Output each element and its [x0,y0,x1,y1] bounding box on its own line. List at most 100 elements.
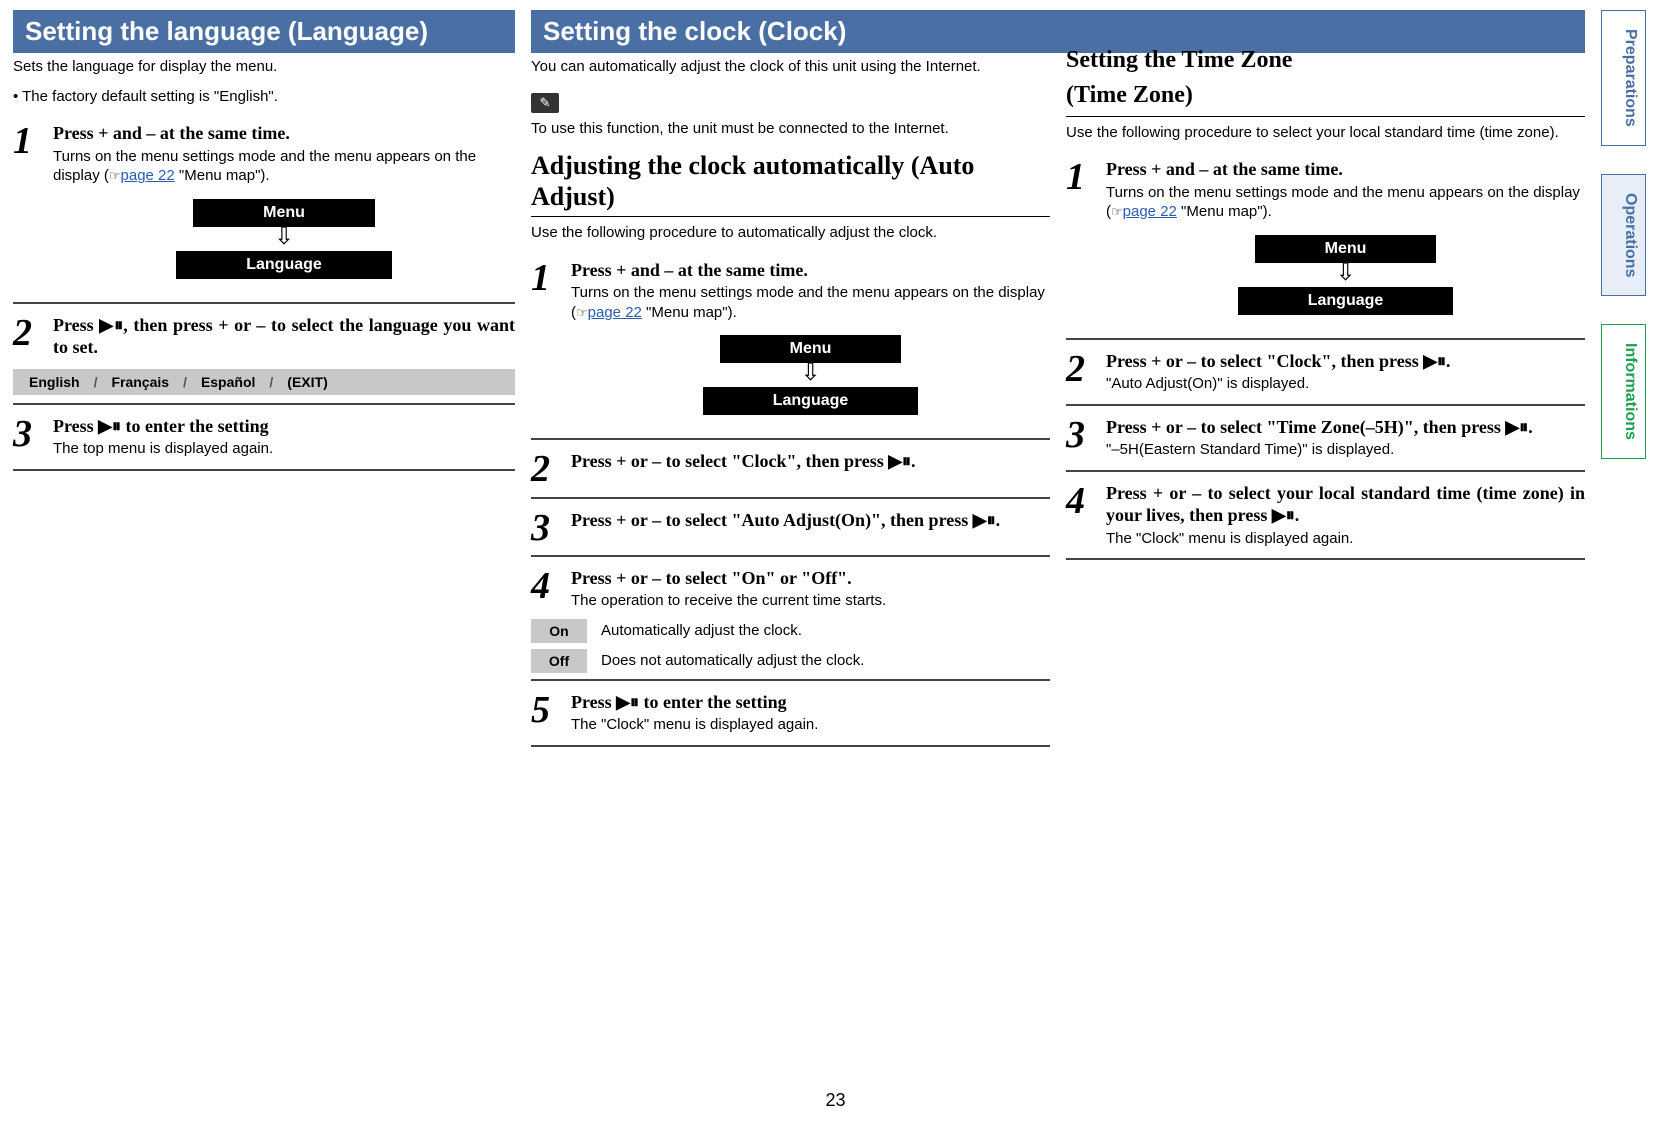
text: "Menu map"). [642,304,737,321]
step-desc: Turns on the menu settings mode and the … [1106,183,1585,222]
tab-operations[interactable]: Operations [1601,174,1646,296]
side-tabs: Preparations Operations Informations [1601,10,1661,487]
step-5: 5 Press ▶⏸ to enter the setting The "Clo… [531,685,1050,747]
step-number: 2 [13,314,53,359]
step-4: 4 Press + or – to select "On" or "Off". … [531,561,1050,613]
page-content: Setting the language (Language) Sets the… [0,0,1671,751]
lang-francais: Français [103,374,177,390]
step-number: 2 [1066,350,1106,394]
note-text: To use this function, the unit must be c… [531,119,1050,139]
step-3: 3 Press + or – to select "Auto Adjust(On… [531,503,1050,557]
step-2: 2 Press + or – to select "Clock", then p… [1066,344,1585,406]
step-2: 2 Press ▶⏸, then press + or – to select … [13,308,515,361]
text: "Menu map"). [1177,203,1272,220]
step-number: 3 [1066,416,1106,460]
header-language: Setting the language (Language) [13,10,515,53]
step-number: 2 [531,450,571,486]
menu-diagram: Menu ⇩ Language [53,196,515,282]
step-2: 2 Press + or – to select "Clock", then p… [531,444,1050,498]
step-title: Press ▶⏸ to enter the setting [571,691,1050,714]
step-number: 1 [1066,158,1106,328]
pencil-icon: ✎ [531,93,559,113]
divider [1066,116,1585,117]
language-box: Language [1238,287,1454,315]
language-box: Language [176,251,392,279]
language-options-row: English / Français / Español / (EXIT) [13,369,515,395]
intro-text: Sets the language for display the menu. [13,57,515,77]
language-box: Language [703,387,919,415]
step-number: 4 [531,567,571,611]
step-title: Press + or – to select "Time Zone(–5H)",… [1106,416,1585,439]
lang-espanol: Español [193,374,263,390]
step-title: Press + or – to select "Clock", then pre… [571,450,1050,473]
step-title: Press + or – to select "On" or "Off". [571,567,1050,590]
step-1: 1 Press + and – at the same time. Turns … [531,253,1050,441]
step-desc: "–5H(Eastern Standard Time)" is displaye… [1106,440,1585,460]
step-desc: The top menu is displayed again. [53,439,515,459]
divider [531,216,1050,217]
subheading-auto-adjust: Adjusting the clock automatically (Auto … [531,150,1050,212]
off-desc: Does not automatically adjust the clock. [601,652,864,669]
arrow-down-icon: ⇩ [274,223,294,250]
intro-text-2: • The factory default setting is "Englis… [13,87,515,107]
separator: / [94,374,98,390]
desc-text: Use the following procedure to automatic… [531,223,1050,243]
hand-icon: ☞ [576,305,588,320]
step-number: 1 [531,259,571,429]
column-language: Setting the language (Language) Sets the… [5,10,523,751]
step-number: 1 [13,122,53,292]
step-title: Press + or – to select "Auto Adjust(On)"… [571,509,1050,532]
divider [531,679,1050,681]
menu-diagram: Menu ⇩ Language [571,332,1050,418]
tab-preparations[interactable]: Preparations [1601,10,1646,146]
desc-text: Use the following procedure to select yo… [1066,123,1585,143]
step-desc: The operation to receive the current tim… [571,591,1050,611]
separator: / [183,374,187,390]
hand-icon: ☞ [1111,204,1123,219]
step-desc: Turns on the menu settings mode and the … [571,283,1050,322]
step-1: 1 Press + and – at the same time. Turns … [1066,152,1585,340]
on-desc: Automatically adjust the clock. [601,622,802,639]
off-label: Off [531,649,587,673]
step-number: 3 [13,415,53,459]
page-link[interactable]: page 22 [588,304,642,321]
page-link[interactable]: page 22 [1123,203,1177,220]
separator: / [269,374,273,390]
step-title: Press ▶⏸ to enter the setting [53,415,515,438]
tab-informations[interactable]: Informations [1601,324,1646,459]
arrow-down-icon: ⇩ [1335,259,1355,286]
text: "Menu map"). [175,167,270,184]
subheading-timezone-2: (Time Zone) [1066,81,1585,110]
step-desc: "Auto Adjust(On)" is displayed. [1106,374,1585,394]
on-label: On [531,619,587,643]
arrow-down-icon: ⇩ [800,359,820,386]
step-title: Press + or – to select your local standa… [1106,482,1585,527]
step-desc: The "Clock" menu is displayed again. [571,715,1050,735]
column-clock: Setting the clock (Clock) You can automa… [523,10,1058,751]
spacer [1066,10,1585,46]
step-title: Press + and – at the same time. [1106,158,1585,181]
lang-exit: (EXIT) [279,374,335,390]
subheading-timezone-1: Setting the Time Zone [1066,46,1585,75]
option-on-row: On Automatically adjust the clock. [531,619,1050,643]
hand-icon: ☞ [109,168,121,183]
step-title: Press + and – at the same time. [571,259,1050,282]
step-number: 5 [531,691,571,735]
step-desc: Turns on the menu settings mode and the … [53,147,515,186]
column-timezone: Setting the Time Zone (Time Zone) Use th… [1058,10,1593,751]
step-number: 4 [1066,482,1106,549]
step-title: Press + and – at the same time. [53,122,515,145]
option-off-row: Off Does not automatically adjust the cl… [531,649,1050,673]
step-1: 1 Press + and – at the same time. Turns … [13,116,515,304]
step-3: 3 Press ▶⏸ to enter the setting The top … [13,409,515,471]
lang-english: English [21,374,88,390]
step-3: 3 Press + or – to select "Time Zone(–5H)… [1066,410,1585,472]
page-number: 23 [0,1090,1671,1111]
page-link[interactable]: page 22 [121,167,175,184]
menu-diagram: Menu ⇩ Language [1106,232,1585,318]
intro-text: You can automatically adjust the clock o… [531,57,1050,77]
step-number: 3 [531,509,571,545]
divider [13,403,515,405]
step-desc: The "Clock" menu is displayed again. [1106,529,1585,549]
step-title: Press ▶⏸, then press + or – to select th… [53,314,515,359]
